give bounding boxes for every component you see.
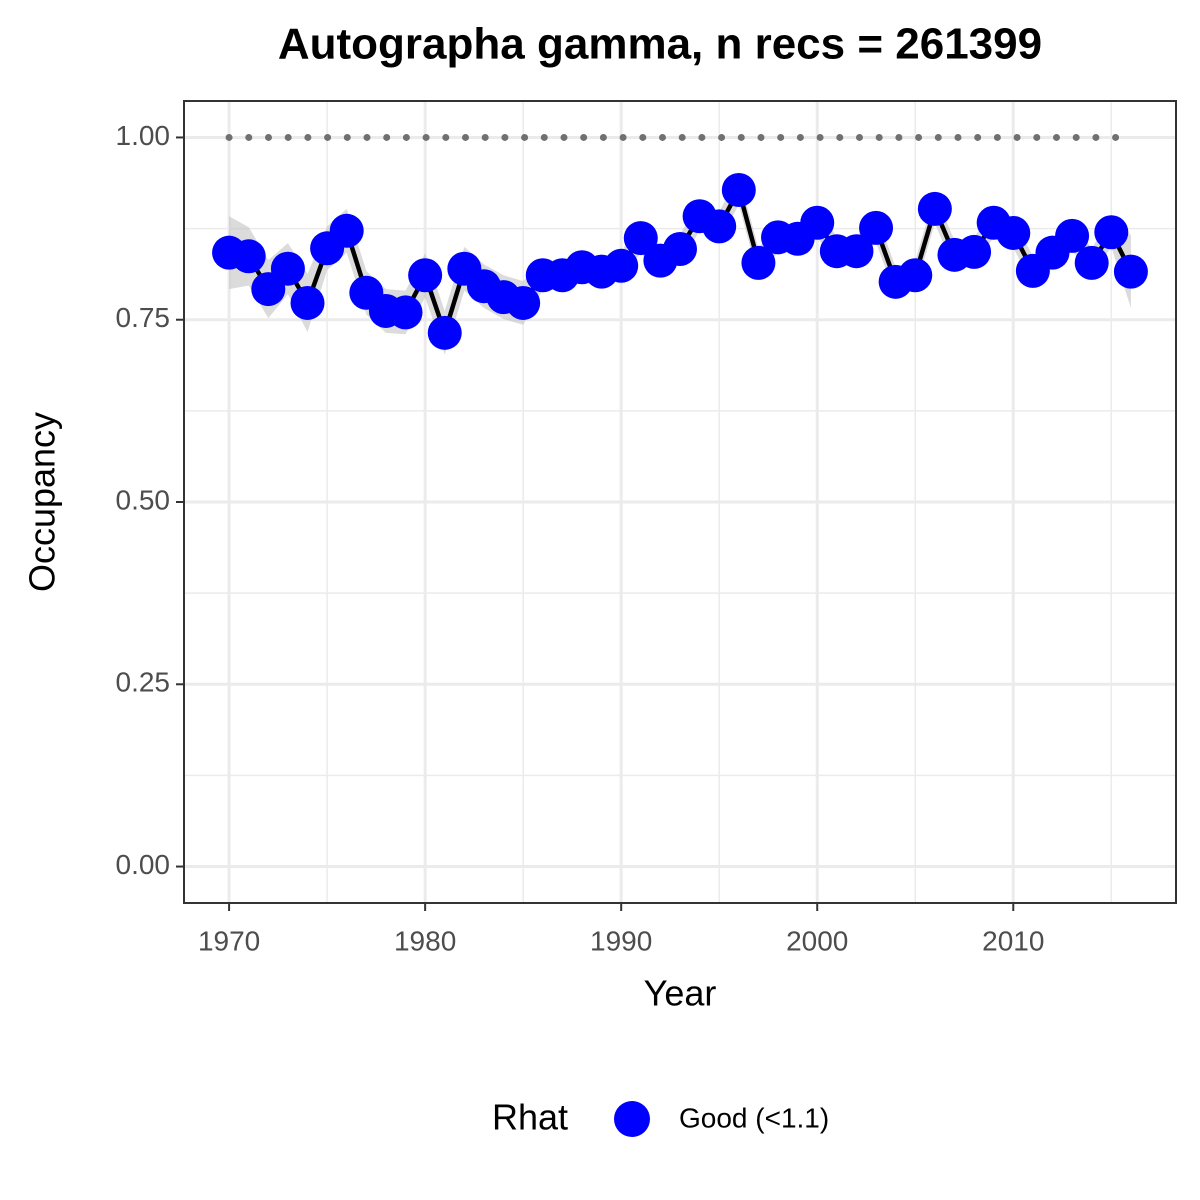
data-point: [427, 315, 462, 350]
x-tick-label: 2000: [786, 925, 848, 956]
x-tick-label: 1980: [394, 925, 456, 956]
panel-border: [183, 100, 1177, 904]
data-point: [957, 234, 992, 269]
x-axis-label: Year: [644, 973, 717, 1014]
data-point: [859, 210, 894, 245]
x-tick-label: 1970: [198, 925, 260, 956]
data-point: [623, 221, 658, 256]
data-point: [996, 215, 1031, 250]
data-point: [506, 285, 541, 320]
y-tick-label: 0.50: [116, 484, 171, 515]
data-point: [917, 191, 952, 226]
y-tick-label: 1.00: [116, 120, 171, 151]
legend-label: Good (<1.1): [679, 1102, 829, 1133]
x-tick-label: 2010: [982, 925, 1044, 956]
data-point: [388, 295, 423, 330]
data-point: [1094, 215, 1129, 250]
data-point: [741, 245, 776, 280]
data-point: [663, 232, 697, 267]
y-axis-label: Occupancy: [22, 412, 63, 592]
data-point: [721, 172, 756, 207]
data-point: [604, 248, 639, 283]
legend-marker: [614, 1101, 650, 1137]
data-point: [408, 258, 443, 293]
data-point: [329, 213, 364, 248]
data-point: [1113, 254, 1148, 289]
legend-title: Rhat: [492, 1097, 568, 1138]
data-point: [839, 234, 874, 269]
data-point: [290, 285, 325, 320]
y-tick-label: 0.25: [116, 667, 171, 698]
chart-title: Autographa gamma, n recs = 261399: [278, 20, 1042, 69]
y-tick-label: 0.75: [116, 302, 171, 333]
data-point: [898, 258, 933, 293]
data-point: [231, 239, 266, 274]
data-point: [800, 205, 835, 240]
data-point: [1074, 245, 1109, 280]
y-tick-label: 0.00: [116, 849, 171, 880]
data-point: [702, 209, 737, 244]
x-tick-label: 1990: [590, 925, 652, 956]
data-point: [270, 251, 305, 286]
data-point: [1055, 218, 1090, 253]
